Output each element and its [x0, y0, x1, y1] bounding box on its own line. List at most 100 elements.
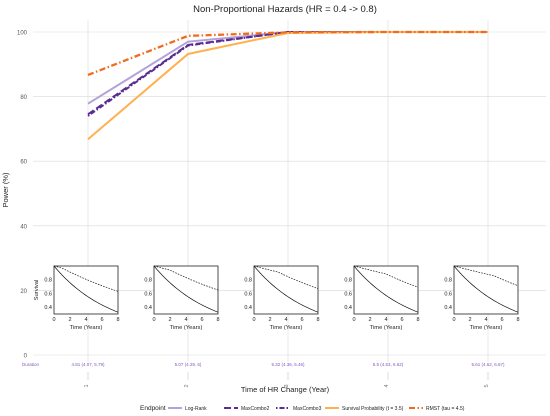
inset-experimental-curve — [153, 265, 219, 291]
y-tick-label: 40 — [20, 224, 27, 230]
inset-y-tick-label: 0.8 — [344, 278, 352, 284]
series-line-maxcombo3 — [87, 31, 488, 117]
inset-x-label: Time (Years) — [270, 325, 303, 331]
y-tick-label: 20 — [20, 289, 27, 295]
legend: Endpoint Log-Rank MaxCombo2 MaxCombo3 Surviv… — [140, 405, 465, 412]
duration-label: Duration — [22, 362, 40, 367]
inset-x-tick-label: 8 — [316, 317, 319, 323]
inset-x-tick-label: 0 — [352, 317, 355, 323]
survival-inset: 0 2 4 6 8 0.4 0.6 0.8 Time (Years) — [344, 265, 420, 331]
inset-y-tick-label: 0.6 — [244, 291, 252, 297]
inset-x-label: Time (Years) — [170, 325, 203, 331]
inset-x-tick-label: 2 — [68, 317, 71, 323]
inset-experimental-curve — [253, 265, 319, 289]
duration-value: 4.81 (4.07, 5.79) — [71, 362, 105, 367]
inset-experimental-curve — [353, 265, 419, 288]
legend-item: Survival Probability (t = 3.5) — [325, 406, 404, 412]
duration-value: 5.07 (4.29, 6) — [175, 362, 202, 367]
duration-value: 5.61 (4.62, 6.67) — [471, 362, 505, 367]
inset-control-curve — [53, 265, 119, 313]
inset-y-tick-label: 0.6 — [444, 291, 452, 297]
inset-y-tick-label: 0.4 — [444, 305, 452, 311]
inset-control-curve — [353, 265, 419, 313]
duration-value: 5.5 (4.53, 6.62) — [373, 362, 404, 367]
legend-item: MaxCombo2 — [224, 406, 270, 412]
x-axis: 1 2 3 4 5 — [84, 372, 490, 388]
inset-control-curve — [453, 265, 519, 313]
inset-x-tick-label: 6 — [400, 317, 403, 323]
inset-x-tick-label: 6 — [300, 317, 303, 323]
inset-x-tick-label: 2 — [268, 317, 271, 323]
y-axis-label: Power (%) — [1, 172, 10, 208]
inset-y-tick-label: 0.4 — [344, 305, 352, 311]
duration-value: 5.32 (4.36, 6.46) — [271, 362, 305, 367]
inset-x-tick-label: 4 — [484, 317, 487, 323]
inset-x-tick-label: 8 — [416, 317, 419, 323]
inset-x-tick-label: 0 — [52, 317, 55, 323]
legend-title: Endpoint — [140, 405, 166, 412]
inset-x-tick-label: 6 — [500, 317, 503, 323]
inset-x-tick-label: 0 — [452, 317, 455, 323]
legend-item: Log-Rank — [168, 406, 207, 412]
series-layer — [87, 30, 488, 140]
inset-x-tick-label: 8 — [516, 317, 519, 323]
inset-frame — [353, 265, 419, 315]
inset-y-tick-label: 0.4 — [144, 305, 152, 311]
inset-control-curve — [153, 265, 219, 313]
inset-x-tick-label: 4 — [384, 317, 387, 323]
legend-label: RMST (tau = 4.5) — [426, 406, 465, 412]
inset-y-tick-label: 0.8 — [444, 278, 452, 284]
y-tick-label: 80 — [20, 95, 27, 101]
survival-inset: 0 2 4 6 8 0.4 0.6 0.8 Time (Years) — [144, 265, 220, 331]
series-line-rmst-tau-4-5 — [87, 30, 488, 77]
survival-inset: 0 2 4 6 8 0.4 0.6 0.8 Time (Years) — [444, 265, 520, 331]
legend-label: Survival Probability (t = 3.5) — [342, 406, 404, 412]
inset-x-tick-label: 0 — [252, 317, 255, 323]
x-tick-label: 4 — [384, 384, 390, 387]
y-tick-label: 100 — [17, 31, 28, 37]
inset-x-tick-label: 6 — [200, 317, 203, 323]
inset-x-tick-label: 8 — [116, 317, 119, 323]
inset-x-tick-label: 2 — [368, 317, 371, 323]
x-tick-label: 1 — [84, 384, 90, 387]
y-axis: 0 20 40 60 80 100 — [17, 31, 28, 360]
y-tick-label: 0 — [24, 354, 28, 360]
inset-frame — [453, 265, 519, 315]
inset-frame — [253, 265, 319, 315]
inset-x-tick-label: 0 — [152, 317, 155, 323]
inset-x-label: Time (Years) — [370, 325, 403, 331]
legend-label: Log-Rank — [185, 406, 207, 412]
inset-x-label: Time (Years) — [470, 325, 503, 331]
inset-frame — [153, 265, 219, 315]
legend-label: MaxCombo2 — [241, 406, 270, 412]
inset-x-tick-label: 8 — [216, 317, 219, 323]
duration-row: Duration 4.81 (4.07, 5.79) 5.07 (4.29, 6) 5… — [22, 362, 505, 367]
inset-y-tick-label: 0.6 — [344, 291, 352, 297]
x-axis-label: Time of HR Change (Year) — [241, 385, 330, 394]
x-tick-label: 5 — [484, 384, 490, 387]
inset-x-tick-label: 2 — [468, 317, 471, 323]
survival-inset: 0 2 4 6 8 0.4 0.6 0.8 Time (Years) — [244, 265, 320, 331]
inset-x-tick-label: 4 — [184, 317, 187, 323]
survival-inset: 0 2 4 6 8 0.4 0.6 0.8 Time (Years) Survival — [34, 265, 120, 331]
inset-control-curve — [253, 265, 319, 313]
legend-item: MaxCombo3 — [276, 406, 322, 412]
legend-label: MaxCombo3 — [293, 406, 322, 412]
inset-x-tick-label: 4 — [84, 317, 87, 323]
inset-y-tick-label: 0.4 — [244, 305, 252, 311]
inset-experimental-curve — [53, 265, 119, 292]
inset-x-tick-label: 2 — [168, 317, 171, 323]
inset-y-tick-label: 0.4 — [44, 305, 52, 311]
inset-y-label: Survival — [34, 280, 40, 301]
chart-title: Non-Proportional Hazards (HR = 0.4 -> 0.… — [193, 4, 377, 15]
inset-x-label: Time (Years) — [70, 325, 103, 331]
inset-y-tick-label: 0.6 — [144, 291, 152, 297]
y-tick-label: 60 — [20, 160, 27, 166]
legend-item: RMST (tau = 4.5) — [409, 406, 465, 412]
inset-x-tick-label: 4 — [284, 317, 287, 323]
inset-y-tick-label: 0.6 — [44, 291, 52, 297]
inset-frame — [53, 265, 119, 315]
inset-y-tick-label: 0.8 — [44, 278, 52, 284]
